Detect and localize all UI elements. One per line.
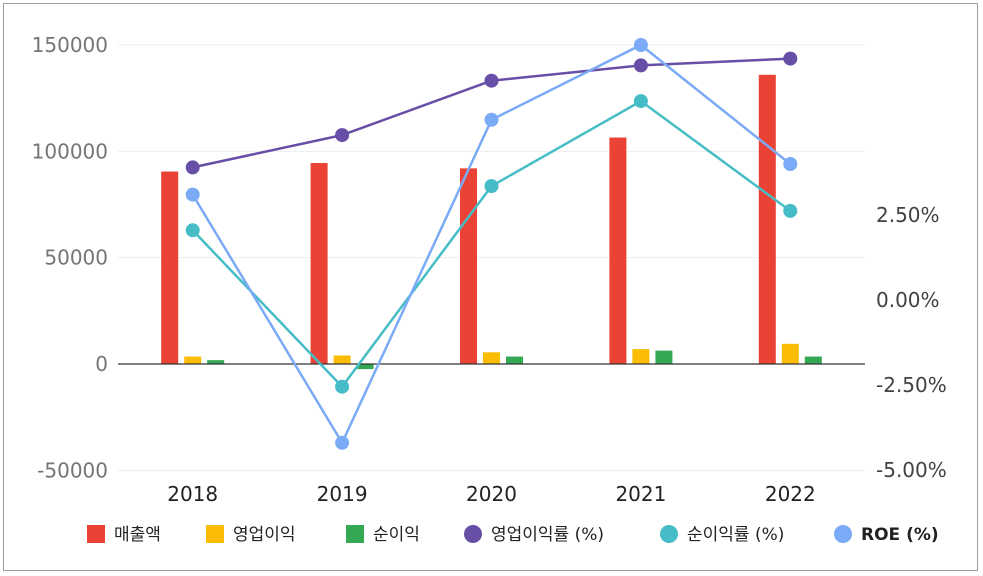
- point-ROE (%)-2022: [783, 157, 798, 171]
- y-left-tick-label: -50000: [37, 458, 108, 482]
- bar-매출액-2019: [310, 163, 328, 364]
- point-영업이익률 (%)-2021: [633, 58, 648, 73]
- y-left-tick-label: 50000: [44, 246, 108, 270]
- legend-marker-순이익률 (%): [660, 525, 678, 543]
- y-left-tick-label: 0: [95, 352, 108, 376]
- bar-순이익-2021: [655, 350, 673, 364]
- bar-영업이익-2022: [781, 343, 799, 364]
- legend-label: 순이익률 (%): [687, 525, 784, 545]
- bar-매출액-2022: [758, 74, 776, 365]
- bar-매출액-2018: [161, 171, 179, 364]
- x-tick-label: 2021: [615, 482, 666, 506]
- legend-marker-영업이익률 (%): [464, 525, 482, 543]
- bar-영업이익-2021: [632, 349, 650, 364]
- legend-label: 순이익: [373, 525, 420, 545]
- line-ROE (%): [191, 43, 792, 445]
- bar-매출액-2021: [609, 137, 627, 364]
- bar-매출액-2020: [460, 168, 477, 364]
- legend-swatch-영업이익: [206, 525, 224, 543]
- x-tick-label: 2022: [765, 482, 816, 506]
- y-right-tick-label: 2.50%: [876, 203, 940, 227]
- legend-swatch-매출액: [87, 525, 105, 543]
- point-순이익률 (%)-2020: [484, 179, 499, 194]
- legend-swatch-순이익: [346, 525, 364, 543]
- point-ROE (%)-2020: [484, 112, 499, 127]
- x-tick-label: 2020: [466, 482, 517, 506]
- point-ROE (%)-2021: [633, 38, 648, 52]
- point-ROE (%)-2018: [185, 187, 200, 202]
- point-ROE (%)-2019: [335, 435, 350, 450]
- y-left-tick-label: 150000: [32, 33, 108, 57]
- legend-label: 영업이익률 (%): [491, 525, 604, 545]
- y-right-tick-label: 0.00%: [876, 288, 940, 312]
- bar-영업이익-2018: [184, 356, 202, 364]
- x-tick-label: 2018: [167, 482, 218, 506]
- bar-영업이익-2020: [483, 352, 500, 364]
- bar-순이익-2020: [506, 356, 523, 364]
- y-right-tick-label: -2.50%: [876, 373, 947, 397]
- legend-label: 영업이익: [233, 525, 296, 545]
- legend-marker-ROE (%): [834, 525, 852, 543]
- legend-label: 매출액: [114, 525, 161, 545]
- point-순이익률 (%)-2021: [633, 94, 648, 109]
- point-영업이익률 (%)-2018: [185, 160, 200, 175]
- bar-순이익-2022: [804, 356, 822, 364]
- point-순이익률 (%)-2022: [783, 203, 798, 218]
- bar-영업이익-2019: [333, 355, 351, 364]
- point-영업이익률 (%)-2019: [335, 128, 350, 143]
- x-tick-label: 2019: [317, 482, 368, 506]
- point-순이익률 (%)-2019: [335, 379, 350, 394]
- point-순이익률 (%)-2018: [185, 223, 200, 238]
- y-right-tick-label: -5.00%: [876, 458, 947, 482]
- legend-label: ROE (%): [861, 525, 939, 545]
- bar-순이익-2019: [356, 364, 374, 370]
- y-left-tick-label: 100000: [32, 139, 108, 163]
- bar-순이익-2018: [207, 360, 225, 364]
- point-영업이익률 (%)-2022: [783, 51, 798, 66]
- point-영업이익률 (%)-2020: [484, 73, 499, 88]
